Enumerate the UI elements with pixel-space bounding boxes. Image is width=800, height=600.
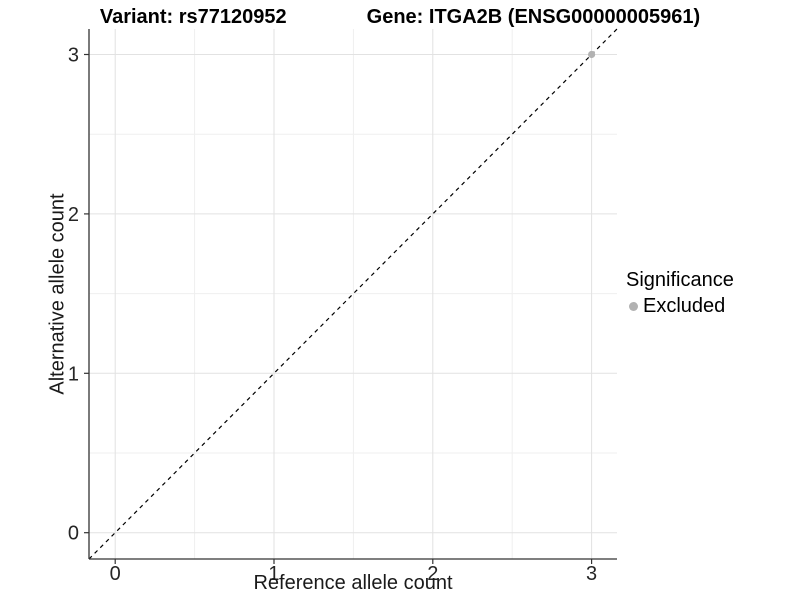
legend-item-label: Excluded bbox=[643, 295, 726, 317]
x-axis-label: Reference allele count bbox=[253, 572, 453, 594]
legend: Significance Excluded bbox=[626, 269, 734, 318]
variant-title: Variant: rs77120952 bbox=[99, 6, 287, 28]
legend-item-excluded: Excluded bbox=[626, 295, 734, 318]
data-point-excluded bbox=[587, 50, 596, 59]
legend-title: Significance bbox=[626, 269, 734, 291]
plot-titles: Variant: rs77120952 Gene: ITGA2B (ENSG00… bbox=[0, 6, 800, 29]
y-tick-label: 0 bbox=[68, 523, 79, 545]
y-tick-label: 1 bbox=[68, 363, 79, 385]
y-axis-label: Alternative allele count bbox=[46, 193, 69, 395]
gene-title: Gene: ITGA2B (ENSG00000005961) bbox=[366, 6, 701, 28]
x-tick-label: 3 bbox=[586, 563, 597, 585]
x-tick-label: 2 bbox=[427, 563, 438, 585]
x-tick-label: 1 bbox=[268, 563, 279, 585]
excluded-point-icon bbox=[629, 302, 638, 311]
y-tick-label: 2 bbox=[68, 204, 79, 226]
y-tick-label: 3 bbox=[68, 45, 79, 67]
x-tick-label: 0 bbox=[110, 563, 121, 585]
